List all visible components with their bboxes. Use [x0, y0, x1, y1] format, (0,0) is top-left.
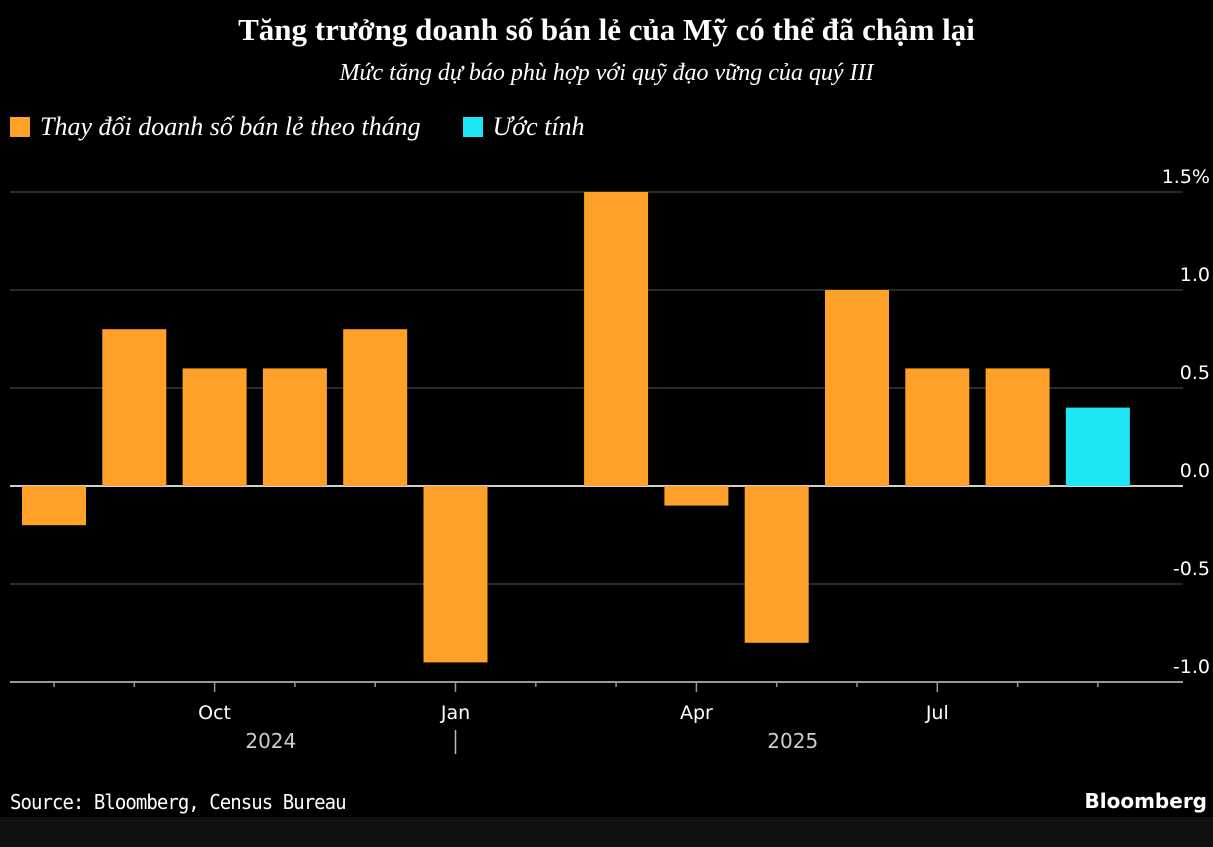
- chart-title: Tăng trưởng doanh số bán lẻ của Mỹ có th…: [238, 12, 975, 47]
- y-tick-label: 0.0: [1180, 460, 1210, 482]
- legend-label-estimate: Ước tính: [492, 112, 585, 141]
- bar: [182, 368, 247, 486]
- bar: [262, 368, 327, 486]
- year-label: 2024: [245, 729, 296, 753]
- y-tick-label: 1.5%: [1162, 166, 1210, 188]
- y-tick-label: 1.0: [1180, 264, 1210, 286]
- legend-label-monthly: Thay đổi doanh số bán lẻ theo tháng: [40, 112, 421, 141]
- bar: [343, 329, 408, 486]
- bar: [22, 486, 86, 526]
- bar: [664, 486, 729, 506]
- bar: [584, 192, 649, 486]
- x-tick-label: Apr: [680, 702, 713, 724]
- chart-subtitle: Mức tăng dự báo phù hợp với quỹ đạo vững…: [339, 60, 874, 86]
- legend-item-estimate: Ước tính: [462, 112, 585, 142]
- y-tick-label: 0.5: [1180, 362, 1210, 384]
- legend-swatch-monthly: [10, 117, 30, 137]
- bar-chart: 1.5% 1.0 0.5 0.0 -0.5 -1.0 Oct Jan Apr Jul 2024 202…: [10, 166, 1210, 754]
- x-tick-label: Oct: [198, 702, 231, 724]
- y-tick-label: -1.0: [1173, 656, 1210, 678]
- year-label: 2025: [767, 729, 818, 753]
- bar: [905, 368, 970, 486]
- y-tick-label: -0.5: [1173, 558, 1210, 580]
- legend-swatch-estimate: [462, 117, 483, 137]
- source-note: Source: Bloomberg, Census Bureau: [10, 790, 347, 814]
- bar-estimate: [1065, 407, 1130, 486]
- bar: [102, 329, 167, 486]
- bar: [744, 486, 809, 643]
- legend-item-monthly: Thay đổi doanh số bán lẻ theo tháng: [10, 112, 421, 142]
- bar: [985, 368, 1050, 486]
- legend: Thay đổi doanh số bán lẻ theo tháng Ước …: [10, 112, 627, 142]
- x-tick-label: Jul: [925, 702, 949, 724]
- bar: [423, 486, 488, 663]
- bloomberg-logo: Bloomberg: [1084, 789, 1207, 813]
- bar: [825, 290, 889, 486]
- x-tick-label: Jan: [440, 702, 470, 724]
